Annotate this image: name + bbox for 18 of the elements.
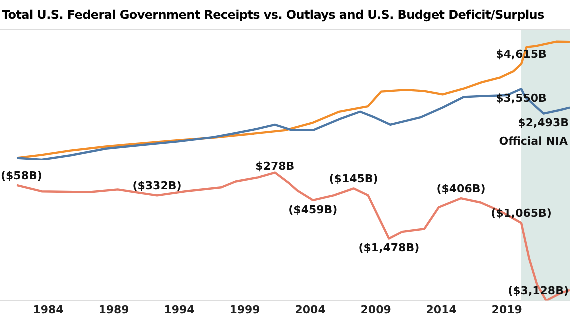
x-tick-label: 2009 [360, 303, 392, 316]
annotation: ($459B) [288, 203, 338, 216]
chart-title: Total U.S. Federal Government Receipts vs. Outlays and U.S. Budget Deficit/Surplus [0, 0, 570, 30]
x-tick-label: 2004 [295, 303, 326, 316]
x-tick-label: 2019 [492, 303, 522, 316]
annotation: ($406B) [436, 182, 486, 196]
annotation: ($332B) [132, 180, 182, 193]
x-tick-label: 1999 [230, 303, 260, 316]
x-tick-label: 2014 [426, 303, 458, 316]
x-tick-label: 1984 [33, 303, 64, 316]
annotation: $2,493B [518, 116, 570, 130]
annotation: ($1,478B) [358, 242, 420, 255]
x-tick-label: 1994 [164, 303, 196, 316]
x-tick-label: 1989 [98, 303, 130, 316]
band-label: Official NIA [499, 134, 568, 148]
annotation: ($58B) [1, 169, 42, 182]
annotation: $278B [256, 160, 295, 173]
annotation: ($145B) [329, 172, 378, 186]
